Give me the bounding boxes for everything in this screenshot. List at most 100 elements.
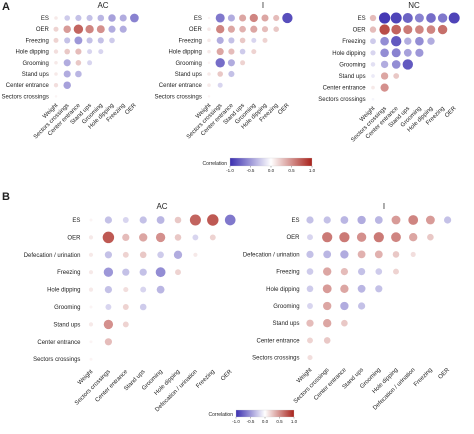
- corr-dot: [404, 37, 412, 45]
- corr-dot: [371, 74, 375, 78]
- corr-dot: [391, 232, 401, 243]
- corr-dot: [122, 217, 129, 223]
- corr-dot: [415, 48, 424, 57]
- row-label: Hole dipping: [266, 287, 299, 293]
- corr-dot: [89, 340, 93, 344]
- corr-dot: [122, 268, 130, 276]
- corr-dot: [192, 234, 199, 241]
- corr-dot: [53, 83, 59, 88]
- corr-dot: [228, 48, 235, 55]
- panel-title: I: [262, 1, 264, 10]
- corr-dot: [409, 233, 418, 242]
- row-label: Center entrance: [257, 338, 301, 344]
- corr-dot: [63, 70, 71, 78]
- legend-title: Correlation: [209, 412, 234, 418]
- corr-dot: [98, 49, 104, 55]
- corr-dot: [105, 304, 112, 310]
- corr-dot: [370, 50, 376, 56]
- corr-dot: [380, 83, 389, 92]
- corr-dot: [378, 12, 391, 24]
- row-label: Freezing: [57, 270, 80, 276]
- corr-dot: [427, 233, 434, 241]
- corr-dot: [228, 37, 235, 44]
- corr-dot: [322, 284, 332, 294]
- row-label: Hole dipping: [47, 288, 80, 294]
- corr-dot: [392, 251, 400, 258]
- heatmap-panels: AC ES OER Freezing Hole dipping Grooming Stand…: [1, 1, 460, 413]
- panel-title: NC: [408, 1, 420, 10]
- legend-colorbar: [235, 409, 295, 418]
- heatmap-b-ac: AC ES OER Defecation / urination Freezing Hol…: [24, 202, 236, 413]
- corr-dot: [207, 83, 211, 87]
- corr-dot: [216, 25, 225, 34]
- legend-tick: 0.5: [276, 419, 283, 424]
- heatmap-a-i: I ES OER Freezing Hole dipping Grooming Stand …: [154, 1, 293, 140]
- corr-dot: [207, 61, 211, 65]
- panel-title: I: [383, 202, 385, 211]
- corr-dot: [89, 357, 93, 361]
- corr-dot: [373, 232, 384, 243]
- legend-tick: 1.0: [309, 168, 316, 173]
- corr-dot: [173, 250, 183, 259]
- corr-dot: [307, 355, 313, 361]
- corr-dot: [104, 251, 113, 259]
- corr-dot: [340, 216, 349, 224]
- legend-tick: -0.5: [247, 168, 255, 173]
- row-label: ES: [194, 16, 202, 22]
- corr-dot: [96, 25, 105, 34]
- corr-dot: [357, 215, 366, 225]
- corr-dot: [63, 81, 71, 89]
- corr-dot: [443, 216, 452, 224]
- color-legend: Correlation-1.0 -0.5 0.0 0.5 1.0: [209, 409, 298, 424]
- corr-dot: [227, 14, 235, 22]
- corr-dot: [64, 15, 70, 21]
- corr-dot: [323, 301, 332, 311]
- corr-dot: [86, 14, 93, 22]
- corr-dot: [273, 14, 280, 22]
- row-label: Grooming: [22, 61, 48, 67]
- corr-dot: [108, 25, 116, 33]
- corr-dot: [75, 70, 82, 78]
- corr-dot: [340, 284, 349, 293]
- corr-dot: [216, 36, 224, 44]
- row-label: Grooming: [273, 304, 299, 310]
- corr-dot: [109, 37, 115, 44]
- corr-dot: [224, 214, 236, 226]
- corr-dot: [207, 95, 211, 98]
- corr-dot: [215, 58, 225, 68]
- corr-dot: [207, 38, 211, 43]
- corr-dot: [122, 233, 130, 242]
- corr-dot: [357, 250, 366, 259]
- corr-dot: [104, 285, 113, 294]
- corr-dot: [251, 49, 257, 55]
- row-label: Sectors crossings: [33, 357, 80, 363]
- corr-dot: [228, 70, 235, 78]
- corr-dot: [140, 286, 147, 293]
- corr-dot: [53, 37, 59, 43]
- corr-dot: [340, 250, 349, 259]
- panel-b-label: B: [2, 191, 10, 203]
- corr-dot: [155, 267, 166, 278]
- corr-dot: [87, 60, 93, 66]
- row-label: Grooming: [339, 62, 365, 68]
- corr-dot: [103, 319, 114, 330]
- corr-dot: [217, 82, 223, 88]
- corr-dot: [85, 25, 94, 34]
- corr-dot: [88, 322, 94, 327]
- row-label: OER: [287, 235, 301, 241]
- corr-dot: [103, 267, 114, 277]
- row-label: ES: [41, 16, 49, 22]
- row-label: Defecation / urination: [24, 253, 81, 259]
- corr-dot: [380, 36, 389, 46]
- corr-dot: [307, 337, 313, 344]
- panel-a-label: A: [2, 1, 10, 13]
- corr-dot: [122, 251, 129, 258]
- corr-dot: [340, 301, 349, 311]
- panel-title: AC: [156, 202, 167, 211]
- row-label: Stand ups: [53, 322, 80, 328]
- corr-dot: [414, 13, 424, 23]
- corr-dot: [425, 215, 435, 225]
- column-label: OER: [277, 102, 291, 116]
- corr-dot: [63, 59, 71, 67]
